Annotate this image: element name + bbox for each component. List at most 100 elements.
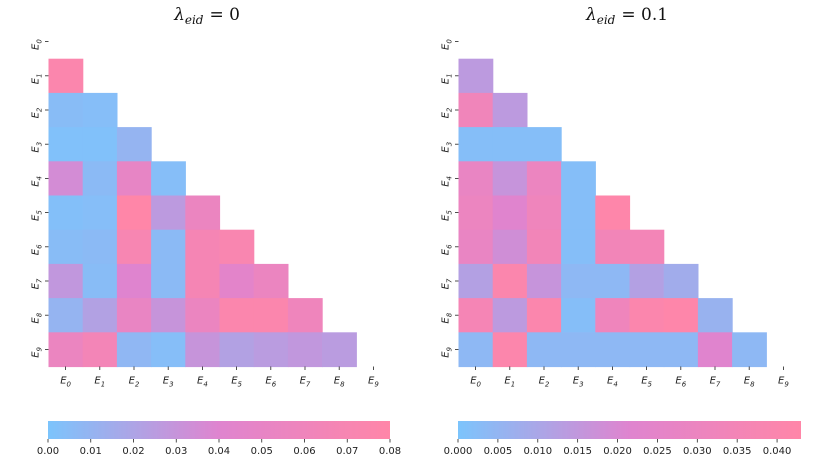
heatmap-cell-r5-c2 xyxy=(116,195,152,231)
heatmap-cell-r9-c6 xyxy=(253,332,289,368)
heatmap-cell-r9-c8 xyxy=(322,332,357,368)
x-tick-label: E1 xyxy=(504,376,515,389)
heatmap-cell-r5-c3 xyxy=(151,195,186,231)
heatmap-cell-r4-c2 xyxy=(526,161,562,197)
x-tick-label: E3 xyxy=(573,376,584,389)
heatmap-cell-r6-c5 xyxy=(629,229,665,265)
heatmap-cell-r9-c1 xyxy=(492,332,528,368)
heatmap-cell-r3-c2 xyxy=(116,127,152,162)
y-tick-label: E3 xyxy=(31,142,44,153)
y-tick-label: E9 xyxy=(441,346,454,357)
heatmap-cell-r2-c0 xyxy=(48,92,84,128)
heatmap-cell-r6-c3 xyxy=(151,229,186,265)
heatmap-cell-r9-c8 xyxy=(732,332,767,368)
heatmap-cell-r5-c2 xyxy=(526,195,562,231)
x-tick-label: E8 xyxy=(744,376,755,389)
heatmap-cell-r9-c6 xyxy=(663,332,699,368)
y-tick-label: E1 xyxy=(441,73,454,84)
heatmap-cell-r8-c1 xyxy=(492,298,528,333)
heatmap-cell-r9-c0 xyxy=(48,332,84,368)
heatmap-cell-r7-c1 xyxy=(492,263,528,299)
x-tick-label: E0 xyxy=(60,376,71,389)
heatmap-cell-r8-c7 xyxy=(697,298,733,333)
heatmap-cell-r8-c0 xyxy=(48,298,84,333)
y-tick-label: E6 xyxy=(31,244,44,255)
x-tick-label: E0 xyxy=(470,376,481,389)
heatmap-cell-r5-c0 xyxy=(458,195,494,231)
heatmap-cell-r7-c4 xyxy=(185,263,221,299)
heatmap-cell-r1-c0 xyxy=(458,58,494,94)
chart-title: λeid = 0.1 xyxy=(585,5,668,27)
heatmap-cell-r6-c3 xyxy=(561,229,596,265)
x-tick-label: E7 xyxy=(300,376,311,389)
heatmap-cell-r7-c3 xyxy=(561,263,596,299)
heatmap-cell-r9-c5 xyxy=(629,332,665,368)
heatmap-cell-r9-c3 xyxy=(561,332,596,368)
colorbar-tick-label: 0.08 xyxy=(379,446,401,457)
heatmap-cell-r9-c4 xyxy=(595,332,631,368)
heatmap-cell-r2-c1 xyxy=(82,92,118,128)
heatmap-cell-r9-c5 xyxy=(219,332,255,368)
heatmap-cell-r8-c7 xyxy=(287,298,323,333)
colorbar-tick-label: 0.04 xyxy=(208,446,230,457)
chart-title: λeid = 0 xyxy=(173,5,240,27)
heatmap-cell-r9-c2 xyxy=(526,332,562,368)
x-tick-label: E9 xyxy=(368,376,379,389)
colorbar-tick-label: 0.05 xyxy=(251,446,273,457)
heatmap-cell-r5-c4 xyxy=(185,195,221,231)
heatmap-cell-r7-c5 xyxy=(629,263,665,299)
colorbar-tick-label: 0.07 xyxy=(336,446,358,457)
y-tick-label: E2 xyxy=(31,107,44,118)
y-tick-label: E3 xyxy=(441,142,454,153)
heatmap-cell-r8-c3 xyxy=(151,298,186,333)
heatmap-cell-r9-c3 xyxy=(151,332,186,368)
heatmap-cell-r3-c1 xyxy=(82,127,118,162)
colorbar-tick-label: 0.030 xyxy=(683,446,712,457)
colorbar-tick-label: 0.020 xyxy=(603,446,632,457)
y-tick-label: E5 xyxy=(441,210,454,221)
y-tick-label: E2 xyxy=(441,107,454,118)
heatmap-cell-r7-c2 xyxy=(526,263,562,299)
heatmap-cell-r6-c5 xyxy=(219,229,255,265)
x-tick-label: E9 xyxy=(778,376,789,389)
heatmap-cell-r4-c0 xyxy=(48,161,84,197)
x-tick-label: E1 xyxy=(94,376,105,389)
y-tick-label: E0 xyxy=(441,39,454,50)
y-tick-label: E1 xyxy=(31,73,44,84)
y-tick-label: E6 xyxy=(441,244,454,255)
x-tick-label: E5 xyxy=(641,376,652,389)
y-tick-label: E5 xyxy=(31,210,44,221)
heatmap-cell-r7-c1 xyxy=(82,263,118,299)
heatmap-cell-r3-c0 xyxy=(48,127,84,162)
heatmap-cell-r2-c0 xyxy=(458,92,494,128)
y-tick-label: E4 xyxy=(31,176,44,187)
heatmap-cell-r6-c1 xyxy=(492,229,528,265)
heatmap-cell-r8-c4 xyxy=(595,298,631,333)
heatmap-cell-r5-c4 xyxy=(595,195,631,231)
heatmap-cell-r4-c3 xyxy=(151,161,186,197)
heatmap-cell-r6-c4 xyxy=(185,229,221,265)
heatmap-cell-r9-c1 xyxy=(82,332,118,368)
colorbar-tick-label: 0.00 xyxy=(37,446,59,457)
x-tick-label: E5 xyxy=(231,376,242,389)
heatmap-cell-r6-c2 xyxy=(526,229,562,265)
heatmap-cell-r8-c1 xyxy=(82,298,118,333)
heatmap-cell-r7-c5 xyxy=(219,263,255,299)
y-tick-label: E7 xyxy=(31,278,44,289)
heatmap-cell-r6-c0 xyxy=(458,229,494,265)
heatmap-cell-r5-c1 xyxy=(82,195,118,231)
y-tick-label: E0 xyxy=(31,39,44,50)
y-tick-label: E8 xyxy=(31,312,44,323)
colorbar-tick-label: 0.040 xyxy=(763,446,792,457)
y-tick-label: E4 xyxy=(441,176,454,187)
heatmap-cell-r4-c1 xyxy=(82,161,118,197)
y-tick-label: E8 xyxy=(441,312,454,323)
heatmap-cell-r3-c0 xyxy=(458,127,494,162)
heatmap-panel-right: λeid = 0.1 E0 E1 E2 E3 E4 E5 E6 E7 E8 E9 E0 E1 E2 E3 E4 E… xyxy=(441,5,801,457)
heatmap-cell-r7-c0 xyxy=(48,263,84,299)
colorbar-tick-label: 0.035 xyxy=(723,446,752,457)
heatmap-cell-r9-c7 xyxy=(287,332,323,368)
heatmap-cell-r3-c2 xyxy=(526,127,562,162)
x-tick-label: E2 xyxy=(129,376,140,389)
heatmap-cell-r4-c2 xyxy=(116,161,152,197)
